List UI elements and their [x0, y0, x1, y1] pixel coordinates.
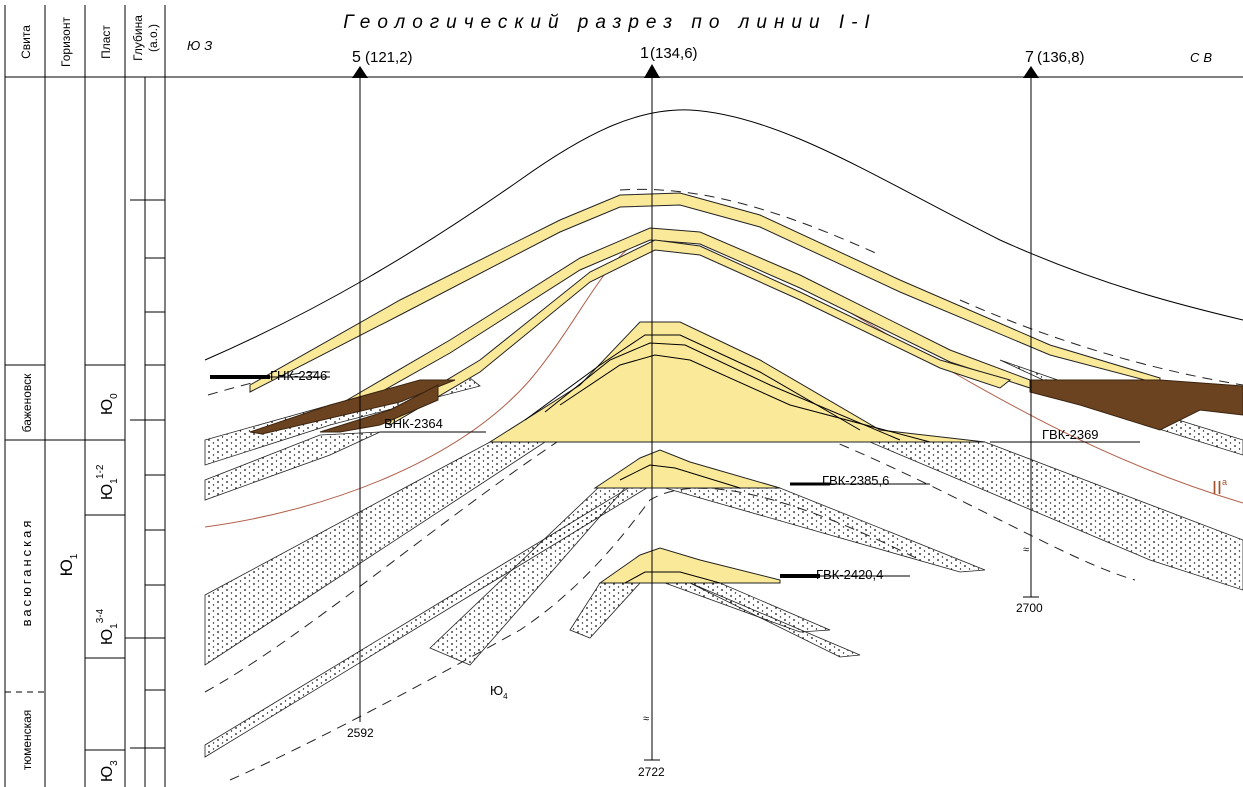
well-number: 5 [352, 49, 361, 66]
plast: Ю3 [99, 760, 120, 782]
well-depth: 2700 [1016, 601, 1043, 615]
direction-left: ЮЗ [187, 38, 216, 53]
plast-part: 3-4 [95, 608, 106, 623]
plast-part: 0 [109, 393, 120, 399]
gas-layer-part [595, 450, 780, 488]
sand-body-part [870, 442, 1243, 590]
contact-label: ГНК-2346 [270, 368, 327, 383]
layer-label-part: Ю [490, 683, 503, 698]
plast-part: Ю [99, 484, 116, 500]
well-altitude: (134,6) [650, 45, 698, 62]
column-header: (а.о.) [146, 24, 160, 52]
contact-label: ГВК-2369 [1042, 427, 1099, 442]
well-altitude: (136,8) [1037, 49, 1085, 66]
well-part [352, 66, 368, 78]
boundary-label-part: II [1212, 478, 1222, 498]
boundary-label: IIа [1212, 477, 1227, 498]
contact-label: ГВК-2385,6 [822, 473, 889, 488]
column-header: Пласт [99, 25, 113, 59]
horizon-part: 1 [69, 553, 80, 559]
column-header: Горизонт [59, 17, 73, 67]
sand-body-part [430, 488, 625, 665]
plast-part: Ю [99, 399, 116, 415]
layer-label-part: 4 [503, 692, 508, 701]
table-text: Свита Горизонт Пласт Глубина (а.о.) баже… [19, 15, 160, 782]
column-header: Свита [19, 25, 33, 59]
well-number: 7 [1025, 49, 1034, 66]
section: Свита Горизонт Пласт Глубина (а.о.) баже… [0, 0, 1243, 787]
well-altitude: (121,2) [365, 49, 413, 66]
plast-part: Ю [99, 766, 116, 782]
well-depth: 2592 [347, 726, 374, 740]
well-part [1023, 66, 1039, 78]
boundary-label-part: а [1222, 477, 1227, 487]
contact-label: ВНК-2364 [384, 416, 443, 431]
sand-body-part [690, 583, 860, 657]
horizon-part: Ю [57, 559, 76, 576]
svita: баженовск [20, 373, 34, 433]
sand-body-part [570, 583, 640, 638]
plast: Ю13-4 [95, 608, 120, 645]
column-header: Глубина [131, 15, 145, 61]
well-part: ≈ [643, 713, 649, 725]
horizon: Ю1 [57, 553, 80, 576]
well-part: ≈ [1023, 544, 1029, 556]
plast-part: 3 [109, 760, 120, 766]
plast: Ю0 [99, 393, 120, 415]
svita: тюменская [20, 710, 34, 771]
well-depth: 2722 [638, 765, 665, 779]
plast: Ю11-2 [95, 464, 120, 500]
layer-label: Ю4 [490, 683, 508, 701]
plast-part: 1-2 [95, 464, 106, 479]
sand-body-part [665, 488, 985, 572]
plast-part: 1 [109, 478, 120, 484]
well-number: 1 [640, 45, 649, 62]
direction-right: СВ [1190, 50, 1216, 65]
depth-scale [125, 77, 165, 787]
oil-layer-part [1030, 380, 1243, 430]
title: Геологический разрез по линии I-I [343, 12, 876, 33]
plast-part: Ю [99, 629, 116, 645]
plast-part: 1 [109, 623, 120, 629]
gas-layer-part [600, 548, 780, 583]
well-part [644, 64, 660, 78]
contact-label: ГВК-2420,4 [816, 567, 883, 582]
svita: васюганская [19, 518, 34, 627]
